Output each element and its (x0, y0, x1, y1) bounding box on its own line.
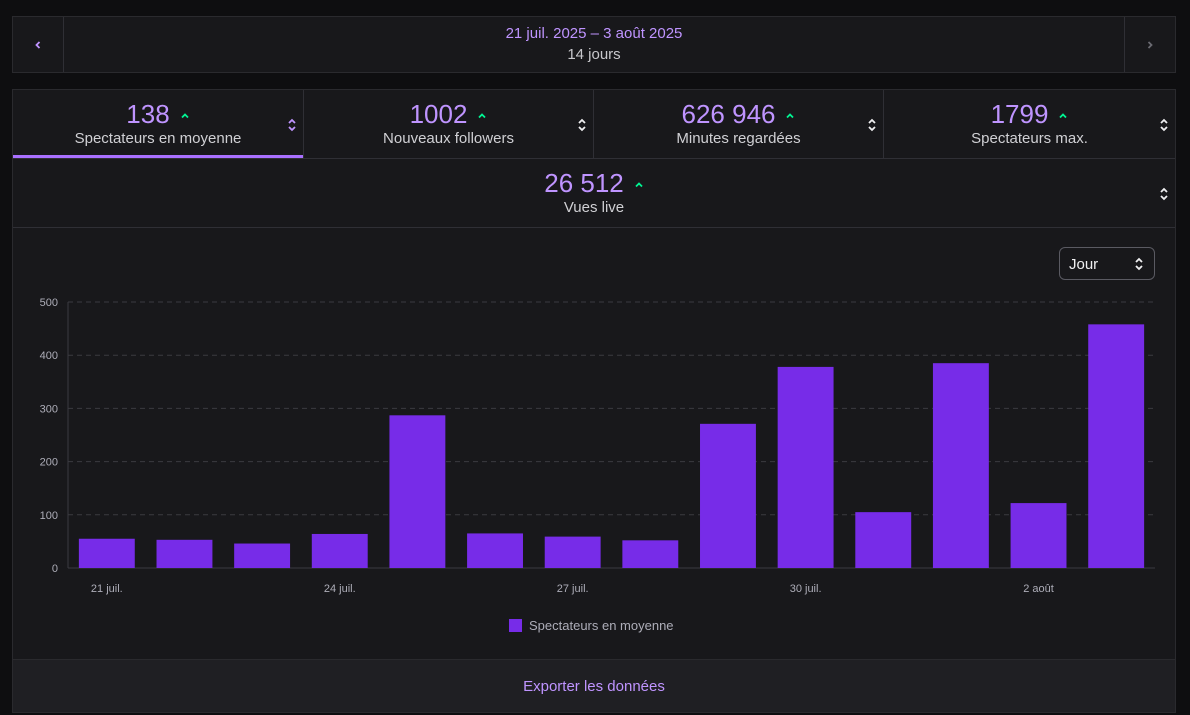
stat-tab-max-viewers[interactable]: 1799 Spectateurs max. (884, 90, 1175, 158)
x-tick-label: 24 juil. (324, 583, 356, 595)
sort-icon[interactable] (577, 117, 587, 138)
stat-value: 1799 (990, 99, 1049, 129)
trend-up-icon (180, 95, 190, 126)
date-range-navigator: 21 juil. 2025 – 3 août 2025 14 jours (12, 16, 1176, 73)
y-tick-label: 0 (52, 563, 58, 575)
stat-value: 26 512 (544, 168, 624, 198)
day-count-label: 14 jours (567, 46, 621, 63)
stat-label: Nouveaux followers (383, 130, 514, 147)
granularity-value: Jour (1069, 256, 1099, 273)
bar (700, 423, 756, 568)
trend-up-icon (785, 95, 795, 126)
stat-label: Minutes regardées (676, 130, 801, 147)
chart-legend: Spectateurs en moyenne (509, 617, 674, 633)
y-tick-label: 100 (40, 510, 58, 522)
sort-icon[interactable] (867, 117, 877, 138)
y-tick-label: 300 (40, 403, 58, 415)
x-tick-label: 21 juil. (91, 583, 123, 595)
legend-swatch (509, 618, 522, 632)
bar (544, 536, 601, 568)
trend-up-icon (477, 95, 487, 126)
stat-tab-live-views[interactable]: 26 512 Vues live (13, 159, 1175, 227)
stat-label: Spectateurs max. (971, 130, 1088, 147)
export-data-button[interactable]: Exporter les données (523, 678, 665, 695)
chevron-right-icon (1147, 40, 1153, 49)
x-tick-label: 27 juil. (557, 583, 589, 595)
bar (467, 533, 523, 568)
active-tab-indicator (13, 155, 303, 158)
y-tick-label: 500 (40, 297, 58, 309)
date-range-label: 21 juil. 2025 – 3 août 2025 (505, 25, 683, 42)
stat-label: Spectateurs en moyenne (74, 130, 242, 147)
sort-icon[interactable] (1159, 117, 1169, 138)
stats-panel: 138 Spectateurs en moyenne 1002 Nouveaux… (12, 89, 1176, 659)
bar (932, 363, 989, 568)
chevron-left-icon (35, 40, 41, 49)
average-viewers-bar-chart: 0 100 200 300 400 500 21 juil. 24 juil. 27 juil.… (40, 297, 1155, 595)
footer: Exporter les données (12, 659, 1176, 713)
stat-value: 626 946 (681, 99, 776, 129)
bar (311, 533, 368, 568)
bar (389, 415, 446, 568)
bar (234, 543, 291, 568)
y-tick-label: 400 (40, 350, 58, 362)
trend-up-icon (634, 164, 644, 195)
bar (855, 512, 912, 568)
previous-period-button[interactable] (13, 17, 64, 72)
bar (777, 366, 834, 568)
sort-icon[interactable] (287, 117, 297, 138)
next-period-button[interactable] (1124, 17, 1175, 72)
sort-icon[interactable] (1159, 186, 1169, 207)
bar (78, 538, 135, 568)
stat-tab-new-followers[interactable]: 1002 Nouveaux followers (304, 90, 593, 158)
stat-value: 1002 (409, 99, 468, 129)
stat-tab-minutes-watched[interactable]: 626 946 Minutes regardées (594, 90, 883, 158)
x-tick-label: 30 juil. (790, 583, 822, 595)
bar (1088, 324, 1145, 568)
select-arrows-icon (1134, 256, 1144, 277)
trend-up-icon (1058, 95, 1068, 126)
bar (1010, 503, 1067, 568)
bar (156, 539, 213, 568)
stat-value: 138 (126, 99, 170, 129)
granularity-select[interactable]: Jour (1059, 247, 1155, 280)
y-tick-label: 200 (40, 457, 58, 469)
stat-tab-average-viewers[interactable]: 138 Spectateurs en moyenne (13, 90, 303, 158)
legend-label: Spectateurs en moyenne (529, 617, 674, 633)
x-tick-label: 2 août (1023, 583, 1054, 595)
bar (622, 540, 679, 568)
stat-label: Vues live (563, 199, 625, 216)
